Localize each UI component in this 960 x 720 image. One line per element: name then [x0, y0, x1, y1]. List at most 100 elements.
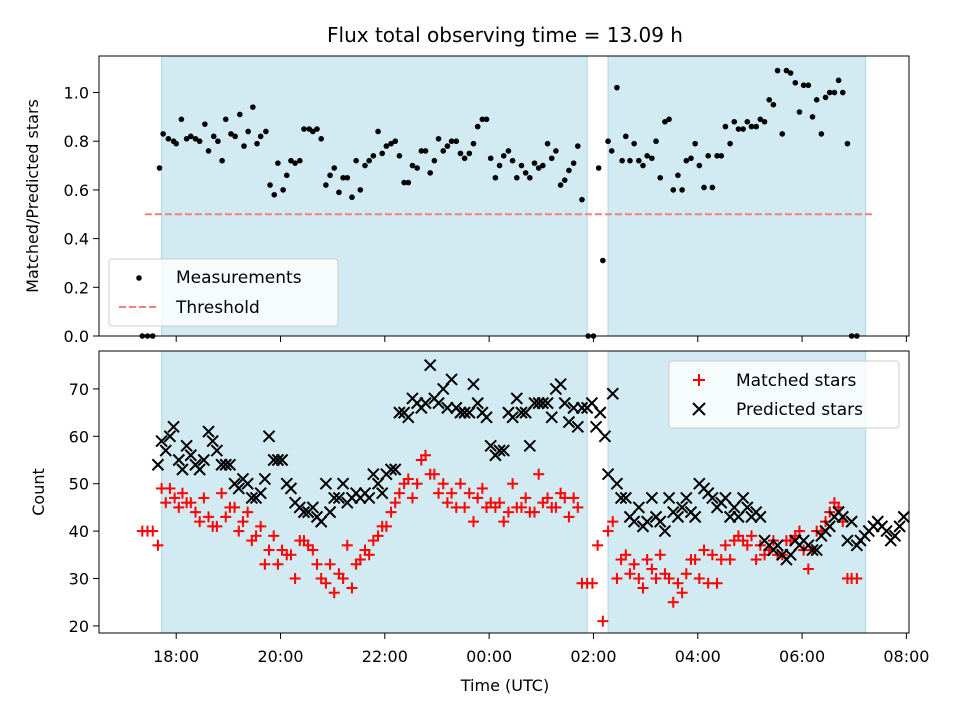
predicted-star-point [319, 477, 333, 490]
x-tick-label: 00:00 [466, 647, 512, 666]
matched-star-point [185, 497, 197, 509]
measurement-point [418, 148, 425, 154]
predicted-star-point [245, 491, 259, 505]
predicted-star-point [497, 444, 510, 457]
measurement-point [431, 157, 438, 164]
bottom-x-ticks: 18:00 20:00 22:00 00:00 02:00 04:00 06:00 08:00 [153, 633, 929, 666]
predicted-star-point [393, 406, 406, 419]
matched-star-point [602, 525, 614, 537]
matched-star-point [568, 492, 580, 504]
measurement-point [770, 101, 777, 108]
y-tick-label: 70 [69, 380, 89, 399]
x-tick-label: 08:00 [883, 647, 929, 666]
measurement-point [396, 153, 403, 159]
measurement-point [336, 189, 342, 196]
matched-star-point [203, 511, 215, 523]
measurement-point [575, 143, 581, 149]
legend-label-matched: Matched stars [736, 371, 856, 391]
measurement-point [196, 138, 203, 145]
measurement-point [608, 148, 615, 154]
measurement-point [366, 157, 372, 164]
measurement-point [500, 153, 507, 159]
measurement-point [344, 174, 351, 181]
matched-star-point [367, 535, 379, 547]
measurement-point [288, 157, 294, 164]
predicted-star-point [732, 510, 745, 524]
predicted-star-point [571, 420, 585, 434]
matched-star-point [459, 501, 471, 513]
measurement-point [435, 135, 442, 142]
measurement-point [461, 155, 468, 162]
measurement-point [340, 174, 346, 181]
measurement-point [548, 155, 555, 162]
predicted-star-point [402, 411, 415, 424]
measurement-point [787, 70, 794, 76]
measurement-point [280, 187, 286, 193]
predicted-star-point [771, 539, 784, 552]
predicted-star-point [336, 477, 350, 490]
measurement-point [792, 79, 799, 86]
matched-star-point [320, 577, 332, 589]
measurement-point [531, 160, 538, 166]
measurement-point [649, 155, 655, 162]
matched-star-point [380, 520, 392, 532]
measurement-point [440, 148, 447, 154]
predicted-star-point [880, 524, 893, 538]
predicted-star-point [510, 392, 523, 405]
predicted-star-point [614, 491, 628, 505]
measurement-point [631, 140, 637, 147]
matched-star-point [620, 549, 632, 561]
measurement-point [714, 153, 720, 159]
measurement-point [640, 162, 646, 169]
measurement-point [779, 131, 786, 137]
matched-star-point [446, 487, 458, 499]
predicted-star-point [484, 439, 497, 452]
matched-star-point [802, 563, 814, 575]
matched-star-point [628, 558, 640, 570]
measurement-point [383, 143, 390, 149]
matched-star-point [680, 568, 692, 580]
top-legend: Measurements Threshold [108, 258, 339, 327]
matched-star-point [255, 520, 267, 532]
matched-star-point [337, 572, 349, 584]
measurement-point [805, 82, 812, 89]
x-tick-label: 20:00 [257, 647, 303, 666]
matched-star-point [750, 554, 762, 566]
y-tick-label: 60 [69, 427, 89, 446]
matched-star-point [406, 492, 418, 504]
matched-star-point [515, 501, 527, 513]
measurement-point [679, 187, 685, 193]
predicted-star-point [163, 430, 177, 443]
measurement-point [800, 82, 807, 89]
measurement-point [513, 174, 520, 181]
predicted-star-point [536, 396, 550, 410]
measurement-point [219, 157, 225, 164]
legend-label-predicted: Predicted stars [736, 400, 863, 420]
predicted-star-point [645, 491, 659, 505]
measurement-point [165, 135, 172, 142]
predicted-star-point [210, 444, 224, 457]
measurement-point [709, 184, 716, 191]
measurement-point [292, 160, 298, 166]
measurement-point [705, 153, 711, 159]
matched-star-point [152, 539, 164, 551]
measurement-point [653, 138, 659, 145]
legend-label-threshold: Threshold [175, 298, 260, 318]
y-tick-label: 20 [69, 617, 89, 636]
predicted-star-point [323, 505, 337, 519]
matched-star-point [520, 492, 532, 504]
matched-star-point [572, 501, 584, 513]
measurement-point [314, 126, 320, 132]
matched-star-point [164, 482, 176, 494]
y-tick-label: 40 [69, 522, 89, 541]
predicted-star-point [206, 434, 219, 448]
predicted-star-point [241, 477, 254, 490]
matched-star-point [563, 511, 575, 523]
measurement-point [427, 170, 433, 176]
matched-star-point [586, 577, 598, 589]
predicted-star-point [810, 543, 823, 557]
measurement-point [250, 104, 256, 110]
measurement-point [731, 118, 738, 125]
matched-star-point [741, 539, 753, 551]
